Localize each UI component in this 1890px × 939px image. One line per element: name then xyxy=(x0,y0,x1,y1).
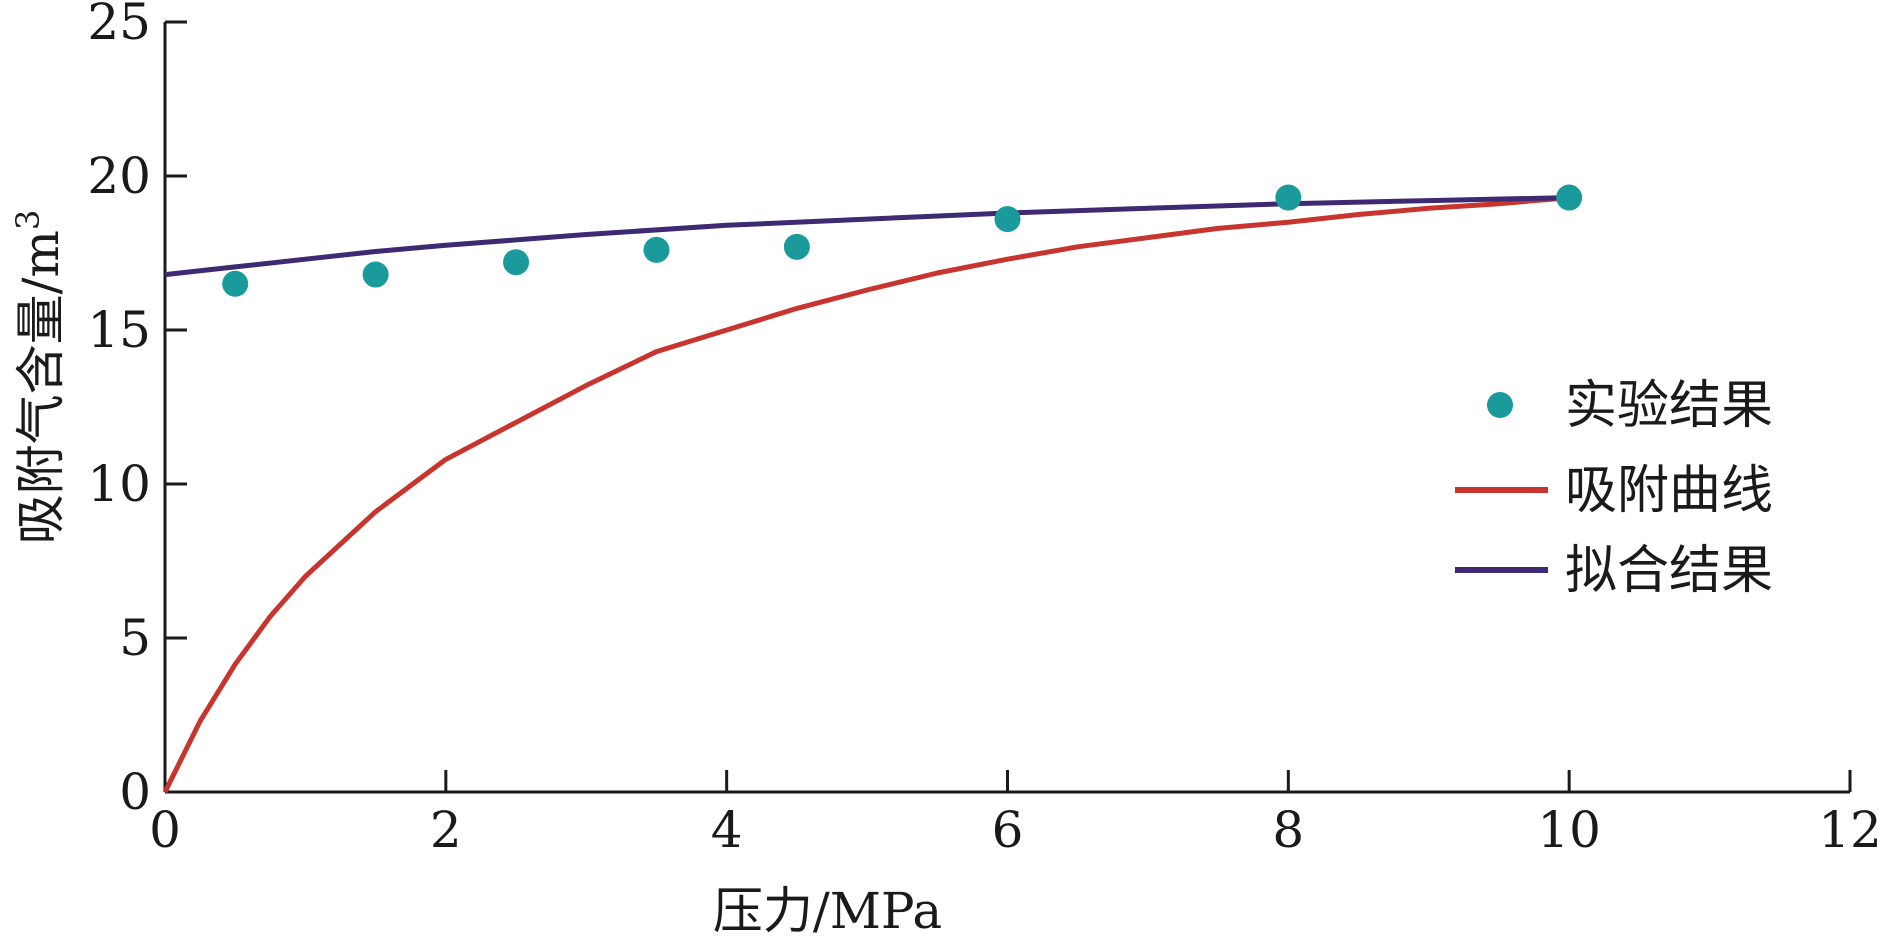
data-point xyxy=(643,236,670,263)
x-tick-label: 0 xyxy=(149,801,181,859)
x-axis-title: 压力/MPa xyxy=(713,882,942,939)
data-point xyxy=(994,206,1021,233)
x-tick-label: 10 xyxy=(1537,801,1601,859)
x-tick-label: 12 xyxy=(1818,801,1882,859)
x-tick-label: 6 xyxy=(992,801,1024,859)
data-point xyxy=(503,249,530,276)
x-tick-label: 2 xyxy=(430,801,462,859)
legend-label: 拟合结果 xyxy=(1565,541,1773,601)
data-point xyxy=(1556,184,1583,211)
plot-area xyxy=(162,184,1583,794)
y-axis-title: 吸附气含量/m3 xyxy=(9,210,70,545)
series-line xyxy=(162,195,1570,794)
legend-label: 实验结果 xyxy=(1565,376,1773,436)
y-axis-title-superscript: 3 xyxy=(9,210,47,230)
x-tick-label: 4 xyxy=(711,801,743,859)
y-tick-label: 5 xyxy=(119,609,151,667)
data-point xyxy=(362,261,389,288)
legend-label: 吸附曲线 xyxy=(1565,461,1773,521)
x-ticks: 0 2 4 6 8 10 12 xyxy=(149,770,1882,859)
data-point xyxy=(1275,184,1302,211)
y-tick-label: 0 xyxy=(119,763,151,821)
x-tick-label: 8 xyxy=(1272,801,1304,859)
data-point xyxy=(783,233,810,260)
y-tick-label: 25 xyxy=(87,0,151,51)
y-tick-label: 15 xyxy=(87,301,151,359)
legend-marker xyxy=(1487,392,1513,418)
y-axis-title-main: 吸附气含量/m xyxy=(12,230,70,544)
y-ticks: 0 5 10 15 20 25 xyxy=(87,0,187,821)
data-point xyxy=(222,270,249,297)
y-tick-label: 10 xyxy=(87,455,151,513)
y-tick-label: 20 xyxy=(87,147,151,205)
